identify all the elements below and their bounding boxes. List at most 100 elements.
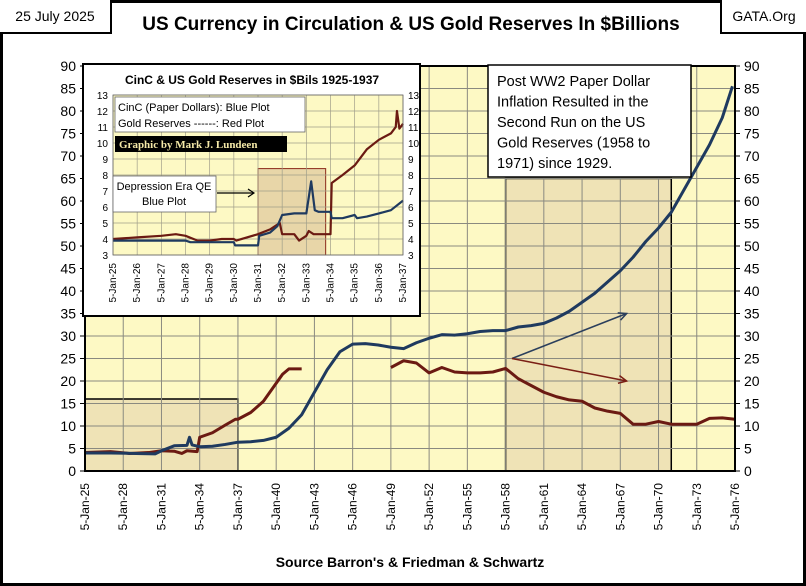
inset-x-label: 5-Jan-36 <box>374 263 385 303</box>
x-tick-label: 5-Jan-73 <box>690 483 704 531</box>
inset-x-label: 5-Jan-31 <box>253 263 264 303</box>
inset-x-label: 5-Jan-28 <box>181 263 192 303</box>
inset-y-label-right: 4 <box>408 235 414 246</box>
inset-x-label: 5-Jan-29 <box>205 263 216 303</box>
gold-reserves-line-1 <box>84 367 302 455</box>
inset-y-label-left: 5 <box>102 219 108 230</box>
inset-y-label-left: 8 <box>102 171 108 182</box>
x-tick-label: 5-Jan-31 <box>154 483 168 531</box>
y-tick-label-right: 25 <box>744 351 760 367</box>
y-tick-label-right: 40 <box>744 283 760 299</box>
y-tick-label-right: 0 <box>744 463 752 479</box>
inset-y-label-right: 8 <box>408 171 414 182</box>
x-tick-label: 5-Jan-40 <box>269 483 283 531</box>
inset-cinc-line <box>113 180 404 247</box>
annotation-line: Gold Reserves (1958 to <box>497 136 650 152</box>
inset-x-label: 5-Jan-35 <box>350 263 361 303</box>
y-tick-label-right: 90 <box>744 58 760 74</box>
x-tick-label: 5-Jan-61 <box>537 483 551 531</box>
inset-y-label-left: 13 <box>97 91 109 102</box>
x-tick-label: 5-Jan-64 <box>575 483 589 531</box>
x-tick-label: 5-Jan-37 <box>231 483 245 531</box>
inset-y-label-left: 12 <box>97 107 109 118</box>
inset-y-label-right: 5 <box>408 219 414 230</box>
annotation-line: Second Run on the US <box>497 115 645 131</box>
inset-x-label: 5-Jan-25 <box>108 263 119 303</box>
inset-y-label-right: 6 <box>408 203 414 214</box>
inset-x-label: 5-Jan-37 <box>398 263 409 303</box>
credit-bg <box>115 136 287 152</box>
inset-legend-box <box>114 96 306 133</box>
date-label: 25 July 2025 <box>0 0 112 34</box>
x-tick-label: 5-Jan-76 <box>728 483 742 531</box>
y-tick-label-right: 75 <box>744 126 760 142</box>
inset-y-label-right: 3 <box>408 251 414 262</box>
y-tick-label-right: 70 <box>744 148 760 164</box>
y-tick-label-left: 75 <box>60 126 76 142</box>
callout-line: Depression Era QE <box>117 181 212 193</box>
x-tick-label: 5-Jan-55 <box>460 483 474 531</box>
inset-legend-entry: CinC (Paper Dollars): Blue Plot <box>118 102 270 114</box>
y-tick-label-left: 40 <box>60 283 76 299</box>
y-tick-label-left: 25 <box>60 351 76 367</box>
y-tick-label-left: 85 <box>60 81 76 97</box>
annotation-box <box>487 64 692 178</box>
y-tick-label-left: 35 <box>60 306 76 322</box>
inset-x-label: 5-Jan-32 <box>277 263 288 303</box>
y-tick-label-left: 55 <box>60 216 76 232</box>
inset-legend-entry: Gold Reserves ------: Red Plot <box>118 118 264 130</box>
inset-y-label-left: 6 <box>102 203 108 214</box>
callout-line: Blue Plot <box>142 196 186 208</box>
inset-x-label: 5-Jan-30 <box>229 263 240 303</box>
inset-y-label-right: 13 <box>408 91 420 102</box>
callout-arrow-head <box>247 188 256 198</box>
inset-y-label-right: 9 <box>408 155 414 166</box>
y-tick-label-right: 65 <box>744 171 760 187</box>
x-tick-label: 5-Jan-46 <box>346 483 360 531</box>
y-tick-label-left: 80 <box>60 103 76 119</box>
source-site-label: GATA.Org <box>720 0 806 34</box>
y-tick-label-left: 65 <box>60 171 76 187</box>
x-tick-label: 5-Jan-43 <box>307 483 321 531</box>
x-axis-title: Source Barron's & Friedman & Schwartz <box>276 554 545 570</box>
inset-x-label: 5-Jan-27 <box>156 263 167 303</box>
y-tick-label-left: 20 <box>60 373 76 389</box>
y-tick-label-left: 10 <box>60 418 76 434</box>
inset-y-label-left: 9 <box>102 155 108 166</box>
y-tick-label-left: 90 <box>60 58 76 74</box>
y-tick-label-right: 20 <box>744 373 760 389</box>
y-tick-label-left: 60 <box>60 193 76 209</box>
y-tick-label-left: 15 <box>60 396 76 412</box>
inset-x-label: 5-Jan-34 <box>326 263 337 303</box>
x-tick-label: 5-Jan-67 <box>613 483 627 531</box>
inset-y-label-right: 7 <box>408 187 414 198</box>
inset-x-label: 5-Jan-33 <box>301 263 312 303</box>
annotation-line: Post WW2 Paper Dollar <box>497 74 650 90</box>
callout-box <box>112 175 217 213</box>
y-tick-label-right: 60 <box>744 193 760 209</box>
y-tick-label-left: 5 <box>68 441 76 457</box>
inset-y-label-left: 3 <box>102 251 108 262</box>
annotation-line: Inflation Resulted in the <box>497 95 649 111</box>
y-tick-label-right: 15 <box>744 396 760 412</box>
y-tick-label-right: 85 <box>744 81 760 97</box>
y-tick-label-right: 5 <box>744 441 752 457</box>
chart-title: US Currency in Circulation & US Gold Res… <box>142 14 680 35</box>
inset-x-label: 5-Jan-26 <box>132 263 143 303</box>
gold-reserves-line-2 <box>390 359 736 426</box>
y-tick-label-left: 70 <box>60 148 76 164</box>
x-tick-label: 5-Jan-70 <box>652 483 666 531</box>
x-tick-label: 5-Jan-58 <box>499 483 513 531</box>
inset-y-label-left: 7 <box>102 187 108 198</box>
y-tick-label-right: 10 <box>744 418 760 434</box>
y-tick-label-right: 30 <box>744 328 760 344</box>
x-tick-label: 5-Jan-25 <box>78 483 92 531</box>
y-tick-label-left: 0 <box>68 463 76 479</box>
annotation-line: 1971) since 1929. <box>497 156 612 172</box>
x-tick-label: 5-Jan-49 <box>384 483 398 531</box>
inset-shaded-region <box>257 168 327 256</box>
y-tick-label-left: 45 <box>60 261 76 277</box>
inset-y-label-right: 10 <box>408 139 420 150</box>
inset-title: CinC & US Gold Reserves in $Bils 1925-19… <box>125 73 379 87</box>
